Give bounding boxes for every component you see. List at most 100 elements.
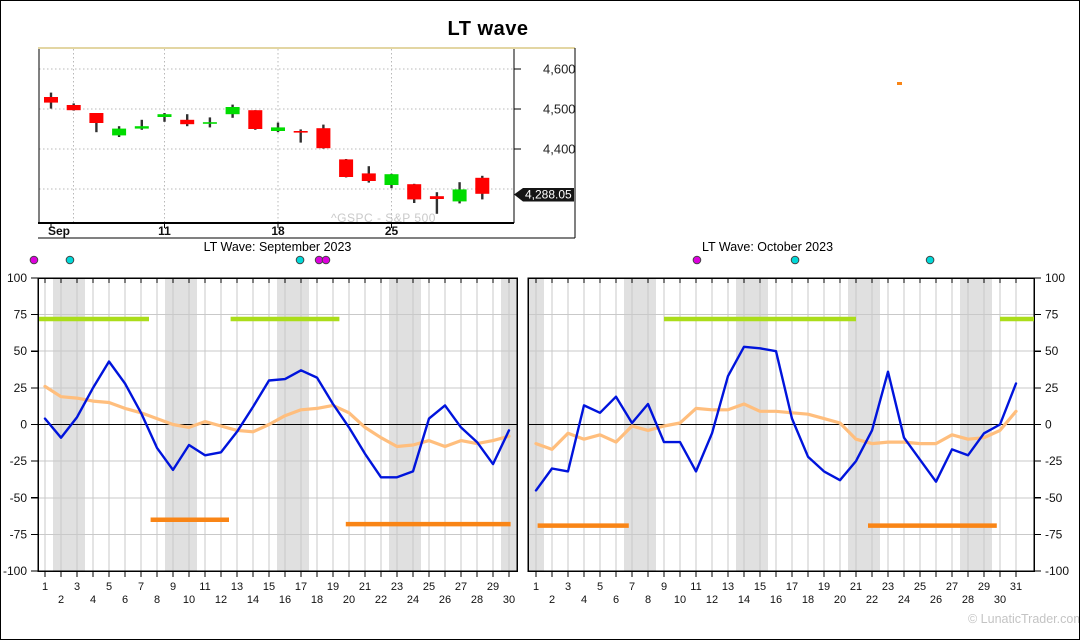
day-label: 2 [58,594,64,606]
lt-wave-blue-line [43,360,511,479]
day-label: 17 [295,581,307,593]
signal-dot-cyan [295,255,305,265]
y-axis-label: -25 [10,454,28,468]
day-label: 16 [770,594,782,606]
lt-wave-blue-line [534,345,1018,492]
last-price-label: 4,288.05 [525,188,572,202]
signal-dot-cyan [65,255,75,265]
candle [112,128,127,136]
candle [293,131,308,133]
ticker-watermark: ^GSPC - S&P 500 [331,211,436,225]
day-label: 8 [645,594,651,606]
y-axis-label: -25 [1045,454,1063,468]
candle [361,173,376,181]
day-label: 6 [613,594,619,606]
page-title: LT wave [447,18,529,40]
candle [89,113,104,123]
price-axis-label: 4,600 [543,62,576,77]
day-label: 11 [199,581,210,593]
y-axis-label: 0 [20,418,27,432]
y-axis-label: 75 [14,308,28,322]
day-label: 21 [850,581,862,593]
y-axis-label: 0 [1045,418,1052,432]
candle [225,107,240,115]
day-label: 13 [231,581,243,593]
day-label: 23 [882,581,894,593]
candle [134,126,149,129]
day-label: 11 [690,581,701,593]
y-axis-label: -75 [10,527,28,541]
signal-dot-magenta [321,255,331,265]
day-label: 12 [215,594,227,606]
day-label: 26 [930,594,942,606]
sep-wave-title: LT Wave: September 2023 [203,240,352,254]
price-axis-label: 4,500 [543,102,576,117]
day-label: 6 [122,594,128,606]
signal-dot-magenta [692,255,702,265]
day-label: 19 [327,581,339,593]
candle [44,97,58,103]
day-label: 30 [994,594,1006,606]
oct-wave-title: LT Wave: October 2023 [701,240,834,254]
day-label: 18 [802,594,814,606]
day-label: 3 [74,581,80,593]
day-label: 12 [706,594,718,606]
day-label: 15 [754,581,766,593]
copyright-footer: © LunaticTrader.com [968,612,1080,626]
candle [475,177,490,194]
y-axis-label: 75 [1045,308,1059,322]
signal-dot-cyan [790,255,800,265]
day-label: 29 [487,581,499,593]
y-axis-label: 25 [14,381,28,395]
day-label: 1 [533,581,539,593]
candle [316,128,331,149]
y-axis-label: 100 [1045,271,1065,285]
lt-wave-orange-line [534,402,1018,451]
day-label: 14 [247,594,259,606]
day-label: 20 [834,594,846,606]
candle [180,119,195,125]
y-axis-label: -50 [1045,491,1063,505]
day-label: 26 [439,594,451,606]
y-axis-label: -75 [1045,527,1063,541]
last-price-tag [514,188,574,202]
day-label: 1 [42,581,48,593]
candle [384,174,399,185]
y-axis-label: 50 [1045,344,1059,358]
x-axis-label: 18 [271,224,285,238]
y-axis-label: 50 [14,344,28,358]
candle [271,127,285,131]
day-label: 17 [786,581,798,593]
day-label: 25 [423,581,435,593]
day-label: 21 [359,581,371,593]
day-label: 10 [674,594,686,606]
candle [339,159,354,177]
x-axis-label: Sep [48,224,70,238]
day-label: 23 [391,581,403,593]
day-label: 16 [279,594,291,606]
day-label: 24 [407,594,419,606]
day-label: 7 [138,581,144,593]
day-label: 4 [581,594,587,606]
candle [452,189,467,202]
day-label: 27 [455,581,467,593]
day-label: 3 [565,581,571,593]
lt-wave-orange-line [43,384,511,449]
day-label: 5 [106,581,112,593]
y-axis-label: -100 [1045,564,1069,578]
day-label: 31 [1010,581,1022,593]
candle [248,110,263,129]
day-label: 22 [375,594,387,606]
day-label: 8 [154,594,160,606]
x-axis-label: 11 [158,224,171,238]
y-axis-label: -50 [10,491,28,505]
day-label: 2 [549,594,555,606]
day-label: 9 [661,581,667,593]
day-label: 20 [343,594,355,606]
stray-orange-mark [897,82,902,85]
candle [202,122,217,124]
y-axis-label: 100 [7,271,27,285]
y-axis-label: 25 [1045,381,1059,395]
y-axis-label: -100 [3,564,27,578]
